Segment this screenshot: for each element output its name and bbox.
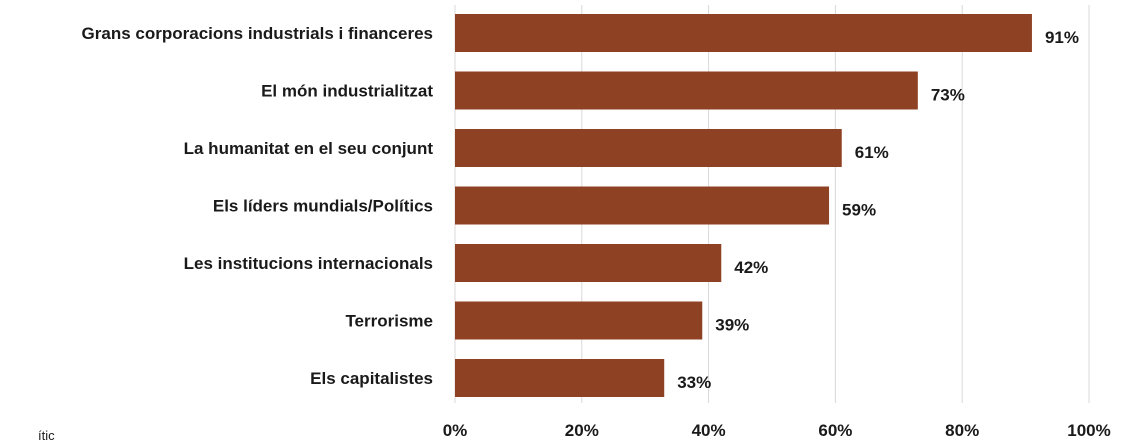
x-tick-label: 80% [945, 421, 979, 440]
category-label: La humanitat en el seu conjunt [184, 139, 434, 158]
bar [455, 14, 1032, 52]
category-label: Els capitalistes [310, 369, 433, 388]
category-label: Terrorisme [345, 312, 433, 331]
bar [455, 129, 842, 167]
x-tick-label: 40% [692, 421, 726, 440]
bar [455, 301, 703, 340]
data-labels: 91% 73% 61% 59% 42% 39% 33% [677, 28, 1079, 392]
category-label: Les institucions internacionals [184, 254, 433, 273]
data-label: 39% [715, 316, 749, 335]
footnote: ític [38, 428, 55, 442]
data-label: 73% [931, 86, 965, 105]
x-axis-tick-labels: 0% 20% 40% 60% 80% 100% [443, 421, 1111, 440]
x-tick-label: 60% [818, 421, 852, 440]
bar [455, 186, 830, 225]
bar [455, 359, 665, 397]
data-label: 33% [677, 373, 711, 392]
category-labels: Grans corporacions industrials i finance… [82, 24, 434, 388]
data-label: 91% [1045, 28, 1079, 47]
x-tick-label: 0% [443, 421, 468, 440]
x-tick-label: 100% [1067, 421, 1110, 440]
bars [455, 14, 1032, 397]
data-label: 59% [842, 201, 876, 220]
data-label: 42% [734, 258, 768, 277]
category-label: Els líders mundials/Polítics [213, 197, 433, 216]
category-label: El món industrialitzat [261, 82, 433, 101]
x-tick-label: 20% [565, 421, 599, 440]
data-label: 61% [855, 143, 889, 162]
category-label: Grans corporacions industrials i finance… [82, 24, 433, 43]
bar [455, 71, 918, 110]
bar [455, 244, 722, 282]
